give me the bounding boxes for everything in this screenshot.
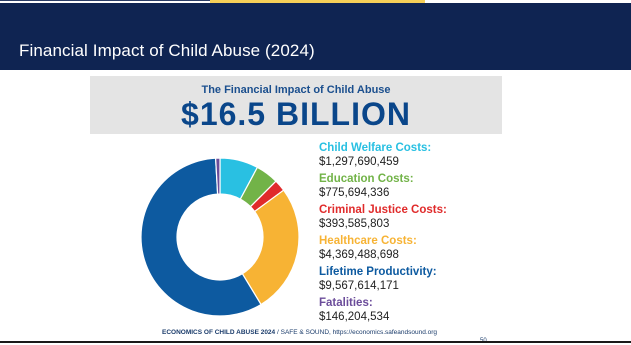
top-accent-line [0, 0, 210, 1]
legend-value: $9,567,614,171 [319, 280, 399, 292]
legend-value: $393,585,803 [319, 218, 390, 230]
chart-legend: Child Welfare Costs: $1,297,690,459 Educ… [319, 141, 519, 327]
footer-title: ECONOMICS OF CHILD ABUSE 2024 [162, 329, 276, 336]
legend-label: Lifetime Productivity: [319, 266, 437, 278]
legend-item: Education Costs: $775,694,336 [319, 172, 519, 203]
top-accent-highlight [210, 0, 425, 3]
slide-footer: ECONOMICS OF CHILD ABUSE 2024 / SAFE & S… [162, 329, 437, 336]
legend-item: Lifetime Productivity: $9,567,614,171 [319, 265, 519, 296]
bottom-divider [0, 341, 631, 343]
legend-item: Fatalities: $146,204,534 [319, 296, 519, 327]
banner-total: $16.5 BILLION [181, 96, 411, 132]
legend-item: Criminal Justice Costs: $393,585,803 [319, 203, 519, 234]
top-accent-strip [0, 0, 631, 3]
donut-slice [140, 158, 262, 316]
slide-title-bar: Financial Impact of Child Abuse (2024) [0, 3, 631, 70]
legend-label: Criminal Justice Costs: [319, 204, 447, 216]
legend-item: Child Welfare Costs: $1,297,690,459 [319, 141, 519, 172]
legend-label: Education Costs: [319, 173, 414, 185]
donut-chart [140, 158, 300, 316]
total-banner: The Financial Impact of Child Abuse $16.… [90, 76, 502, 134]
donut-slice [215, 158, 221, 195]
legend-label: Healthcare Costs: [319, 235, 417, 247]
footer-source: SAFE & SOUND, https://economics.safeands… [280, 329, 438, 336]
legend-value: $775,694,336 [319, 187, 390, 199]
legend-item: Healthcare Costs: $4,369,488,698 [319, 234, 519, 265]
legend-value: $146,204,534 [319, 311, 390, 323]
footer-separator: / [276, 329, 279, 336]
legend-label: Child Welfare Costs: [319, 142, 432, 154]
legend-value: $1,297,690,459 [319, 156, 399, 168]
legend-value: $4,369,488,698 [319, 249, 399, 261]
slide-title: Financial Impact of Child Abuse (2024) [19, 41, 315, 60]
legend-label: Fatalities: [319, 297, 373, 309]
banner-subtitle: The Financial Impact of Child Abuse [201, 84, 391, 96]
